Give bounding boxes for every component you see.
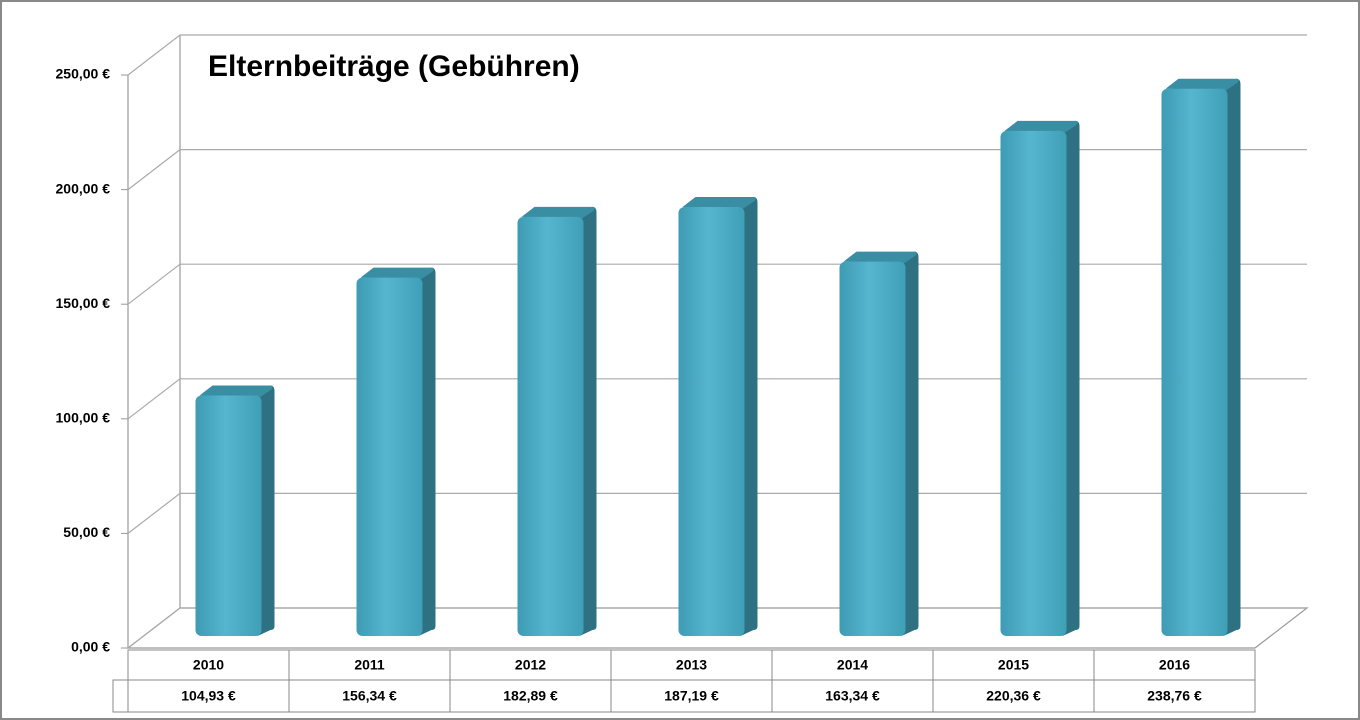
grid-line bbox=[127, 378, 1307, 420]
bar bbox=[1161, 88, 1228, 636]
bar-side bbox=[1223, 78, 1241, 636]
bar-top bbox=[199, 385, 273, 398]
plot-area: 0,00 € 50,00 € 100,00 € 150,00 € 200,00 € 250… bbox=[56, 34, 1309, 713]
y-tick-label: 250,00 € bbox=[56, 66, 111, 82]
bar-side bbox=[901, 251, 919, 636]
y-tick-label: 150,00 € bbox=[56, 295, 111, 311]
bar-side bbox=[1062, 120, 1080, 637]
chart-title: Elternbeiträge (Gebühren) bbox=[208, 50, 580, 83]
bar bbox=[839, 261, 906, 636]
bar bbox=[678, 206, 745, 637]
bar bbox=[678, 196, 758, 637]
bar bbox=[517, 216, 584, 637]
data-label: 187,19 € bbox=[664, 688, 719, 704]
x-tick-label: 2015 bbox=[998, 657, 1029, 673]
x-tick-label: 2014 bbox=[837, 657, 868, 673]
bar bbox=[517, 206, 597, 637]
data-label: 238,76 € bbox=[1147, 688, 1202, 704]
bar bbox=[839, 251, 919, 636]
y-tick-label: 0,00 € bbox=[71, 639, 110, 655]
bar-side bbox=[579, 206, 597, 637]
x-tick-label: 2011 bbox=[354, 657, 385, 673]
data-label: 104,93 € bbox=[181, 688, 236, 704]
y-tick-label: 50,00 € bbox=[63, 524, 110, 540]
grid-line bbox=[127, 263, 1307, 305]
data-label: 163,34 € bbox=[825, 688, 880, 704]
bar-side bbox=[740, 196, 758, 637]
bar bbox=[195, 395, 262, 636]
grid-line bbox=[127, 607, 1307, 649]
grid-line bbox=[127, 492, 1307, 534]
x-tick-label: 2010 bbox=[193, 657, 224, 673]
bar bbox=[1161, 78, 1241, 636]
bar bbox=[1000, 120, 1080, 637]
bar-top bbox=[1165, 78, 1239, 91]
data-label: 182,89 € bbox=[503, 688, 558, 704]
y-tick-label: 100,00 € bbox=[56, 410, 111, 426]
bar bbox=[1000, 130, 1067, 636]
bar bbox=[356, 267, 436, 636]
grid-line bbox=[127, 34, 1307, 76]
bar-side bbox=[257, 385, 275, 636]
x-tick-label: 2013 bbox=[676, 657, 707, 673]
bar bbox=[195, 385, 275, 636]
x-tick-label: 2016 bbox=[1159, 657, 1190, 673]
data-label: 156,34 € bbox=[342, 688, 397, 704]
data-label: 220,36 € bbox=[986, 688, 1041, 704]
bar-top bbox=[360, 267, 434, 280]
y-tick-label: 200,00 € bbox=[56, 180, 111, 196]
bar-top bbox=[843, 251, 917, 264]
table-cell bbox=[1093, 679, 1256, 713]
bar-top bbox=[521, 206, 595, 219]
bar-side bbox=[418, 267, 436, 636]
bar bbox=[356, 277, 423, 636]
grid-line bbox=[127, 149, 1307, 191]
bar-top bbox=[682, 196, 756, 209]
bar-top bbox=[1004, 120, 1078, 133]
x-tick-label: 2012 bbox=[515, 657, 546, 673]
